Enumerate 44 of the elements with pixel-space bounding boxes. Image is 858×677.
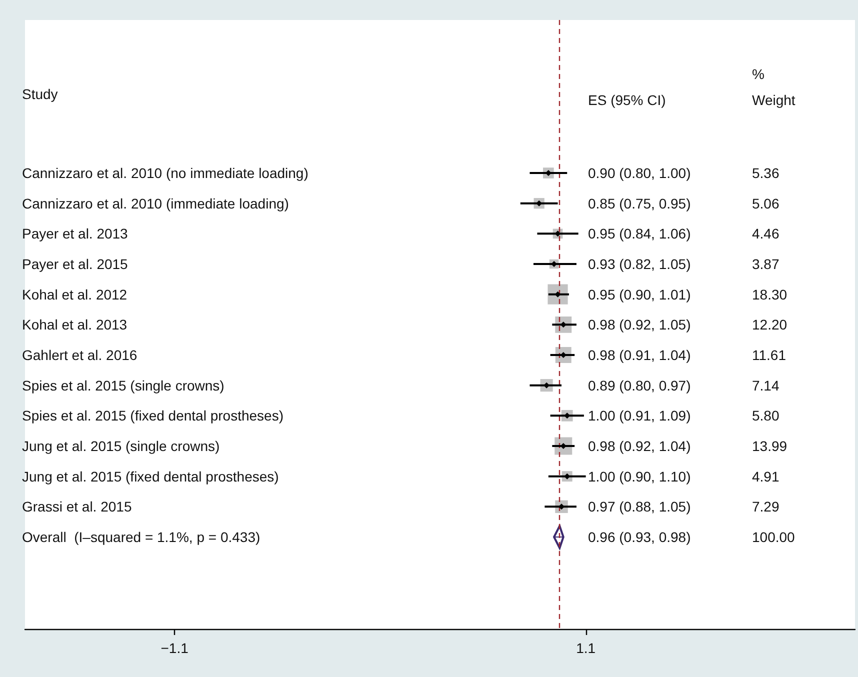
- y-tick-label: Spies et al. 2015 (single crowns): [22, 377, 224, 394]
- y-tick-label: Cannizzaro et al. 2010 (immediate loading): [22, 195, 289, 212]
- y-tick-label: Overall (I–squared = 1.1%, p = 0.433): [22, 529, 260, 545]
- annotation: 7.14: [752, 377, 780, 394]
- data-label: 0.98 (0.92, 1.04): [588, 438, 691, 454]
- y-tick-label: Spies et al. 2015 (fixed dental prostheses): [22, 408, 284, 424]
- annotation: 5.36: [752, 165, 780, 181]
- annotation: 12.20: [752, 316, 788, 333]
- y-tick-label: Cannizzaro et al. 2010 (no immediate loading): [22, 165, 308, 181]
- annotation: 5.80: [752, 408, 780, 424]
- annotation: 7.29: [752, 498, 780, 515]
- y-tick-label: Payer et al. 2013: [22, 226, 128, 242]
- data-label: 0.93 (0.82, 1.05): [588, 256, 691, 272]
- y-tick-label: Kohal et al. 2013: [22, 316, 128, 333]
- y-tick-label: Gahlert et al. 2016: [22, 347, 138, 363]
- data-label: 0.97 (0.88, 1.05): [588, 498, 691, 515]
- x-tick-label: −1.1: [160, 640, 189, 656]
- x-tick-label: 1.1: [576, 640, 596, 656]
- annotation: 4.91: [752, 468, 780, 484]
- annotation: 5.06: [752, 195, 780, 212]
- data-label: 0.85 (0.75, 0.95): [588, 195, 691, 212]
- y-tick-label: Grassi et al. 2015: [22, 498, 132, 515]
- annotation: 18.30: [752, 286, 788, 302]
- data-label: 0.95 (0.84, 1.06): [588, 226, 691, 242]
- data-label: 1.00 (0.91, 1.09): [588, 408, 691, 424]
- text: ES (95% CI): [588, 92, 666, 108]
- y-axis-title: Study: [22, 86, 58, 102]
- data-label: 0.98 (0.91, 1.04): [588, 347, 691, 363]
- data-label: 0.96 (0.93, 0.98): [588, 529, 691, 545]
- data-label: 0.90 (0.80, 1.00): [588, 165, 691, 181]
- data-label: 0.98 (0.92, 1.05): [588, 316, 691, 333]
- annotation: 4.46: [752, 226, 780, 242]
- y-tick-label: Kohal et al. 2012: [22, 286, 128, 302]
- annotation: 100.00: [752, 529, 796, 545]
- data-label: 0.89 (0.80, 0.97): [588, 377, 691, 394]
- y-tick-label: Jung et al. 2015 (single crowns): [22, 438, 220, 454]
- data-label: 0.95 (0.90, 1.01): [588, 286, 691, 302]
- data-label: 1.00 (0.90, 1.10): [588, 468, 691, 484]
- annotation: 3.87: [752, 256, 780, 272]
- y-tick-label: Payer et al. 2015: [22, 256, 128, 272]
- annotation: 13.99: [752, 438, 788, 454]
- y-tick-label: Jung et al. 2015 (fixed dental prostheses): [22, 468, 279, 484]
- annotation: 11.61: [752, 347, 786, 363]
- text: % Weight: [752, 66, 796, 108]
